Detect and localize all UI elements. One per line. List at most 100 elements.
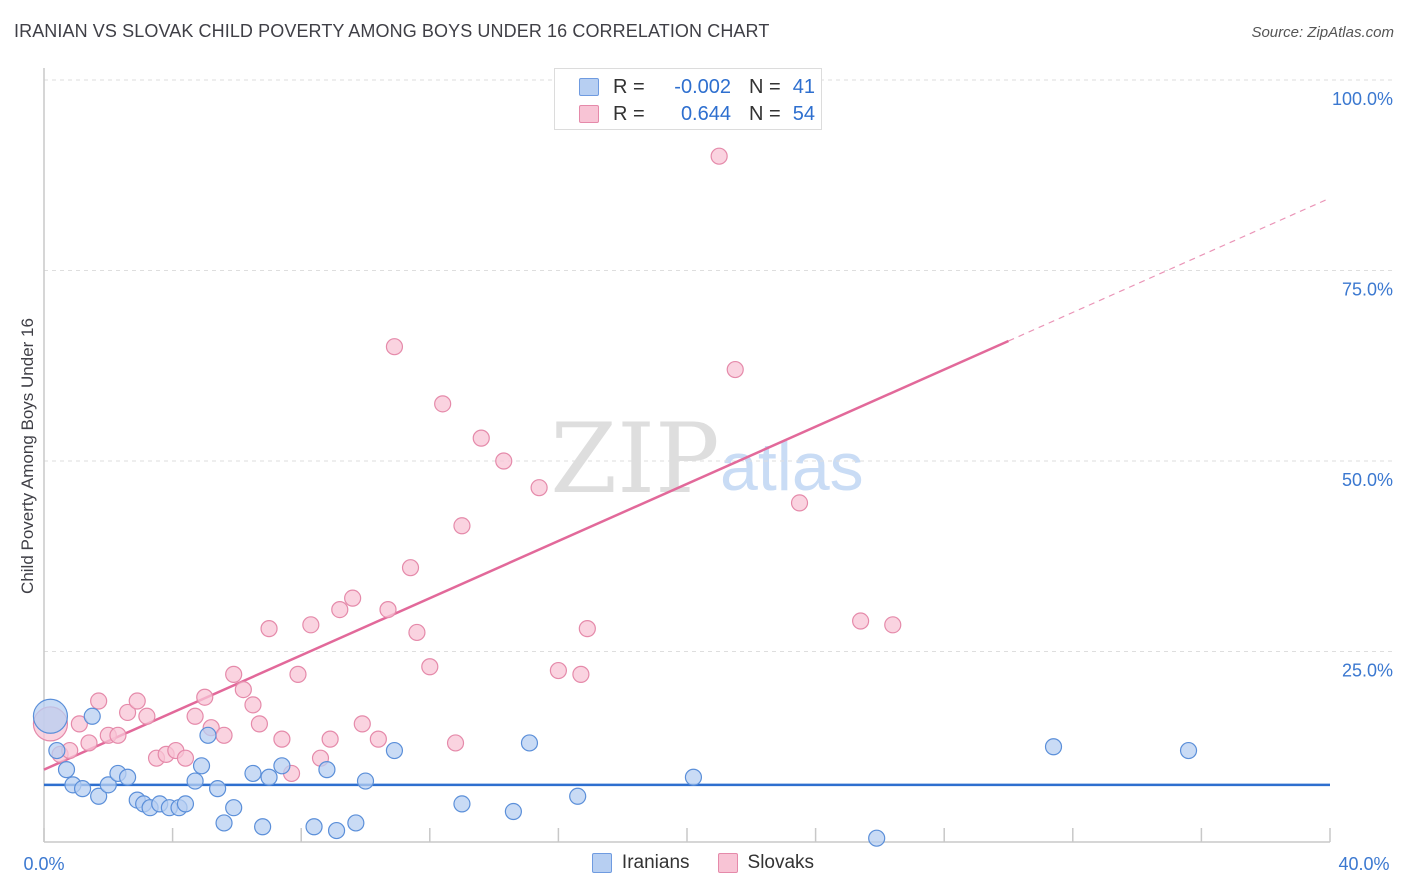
point-slovaks (790, 494, 809, 512)
series-legend-iranians: Iranians (591, 852, 690, 874)
point-slovaks (225, 665, 243, 683)
point-iranians (260, 768, 278, 786)
watermark-atlas: atlas (720, 429, 864, 505)
point-iranians (569, 787, 587, 805)
point-slovaks (446, 734, 465, 752)
point-iranians (273, 757, 291, 775)
point-iranians (99, 776, 117, 794)
point-slovaks (244, 696, 262, 714)
legend-n-value-slovaks: 54 (792, 102, 815, 125)
point-iranians (83, 707, 101, 725)
series-label-slovaks: Slovaks (747, 852, 815, 873)
legend-r-value-slovaks: 0.644 (680, 102, 731, 125)
legend-r-label: R = (613, 75, 645, 98)
point-iranians (1179, 741, 1198, 760)
point-slovaks (176, 749, 195, 767)
point-iranians (176, 795, 195, 813)
point-slovaks (80, 734, 98, 752)
series-label-iranians: Iranians (621, 852, 690, 873)
point-iranians (684, 768, 703, 786)
point-iranians (90, 787, 108, 805)
point-iranians (48, 741, 66, 760)
point-iranians (57, 761, 76, 779)
point-iranians (868, 829, 886, 847)
series-legend: Iranians Slovaks (0, 852, 1406, 874)
point-slovaks (196, 688, 214, 706)
point-iranians (32, 698, 69, 734)
point-slovaks (369, 730, 387, 748)
point-iranians (318, 761, 336, 779)
point-slovaks (186, 707, 204, 725)
point-iranians (192, 757, 211, 775)
trend-line-slovaks-projection (1008, 197, 1331, 342)
point-iranians (215, 814, 233, 832)
point-slovaks (109, 726, 127, 744)
legend-n-label: N = (749, 102, 781, 125)
point-slovaks (401, 559, 420, 577)
point-iranians (504, 802, 522, 821)
point-iranians (244, 764, 262, 783)
point-iranians (209, 780, 227, 798)
point-slovaks (453, 517, 471, 535)
point-iranians (327, 821, 346, 840)
point-slovaks (321, 730, 339, 748)
point-iranians (186, 772, 204, 790)
point-slovaks (530, 479, 548, 497)
correlation-legend: R = -0.002 N = 41 R = 0.644 N = 54 (554, 68, 822, 130)
y-tick-label: 75.0% (1342, 280, 1393, 300)
legend-n-value-iranians: 41 (792, 75, 815, 98)
series-swatch-iranians (591, 853, 612, 873)
point-slovaks (495, 452, 513, 470)
point-slovaks (578, 620, 596, 638)
point-iranians (199, 726, 217, 744)
series-swatch-slovaks (717, 853, 738, 873)
x-tick-label: 40.0% (1338, 854, 1389, 874)
point-slovaks (260, 620, 278, 638)
point-slovaks (273, 730, 291, 748)
point-slovaks (726, 360, 744, 379)
point-slovaks (385, 338, 404, 356)
trend-line-slovaks (43, 339, 1010, 771)
series-legend-slovaks: Slovaks (717, 852, 815, 874)
point-iranians (347, 814, 365, 832)
point-slovaks (472, 429, 490, 447)
point-iranians (254, 818, 272, 836)
point-iranians (1044, 738, 1063, 756)
point-iranians (225, 799, 243, 817)
legend-swatch-iranians (579, 78, 599, 96)
point-iranians (118, 768, 137, 786)
point-slovaks (379, 600, 397, 619)
legend-row-iranians: R = -0.002 N = 41 (579, 75, 815, 99)
point-slovaks (408, 623, 426, 642)
legend-row-slovaks: R = 0.644 N = 54 (579, 102, 815, 126)
point-slovaks (138, 707, 156, 725)
point-iranians (305, 818, 323, 836)
point-slovaks (421, 658, 439, 676)
legend-n-label: N = (749, 75, 781, 98)
point-iranians (385, 741, 404, 760)
point-slovaks (353, 715, 371, 733)
point-slovaks (884, 616, 902, 634)
point-slovaks (289, 665, 307, 683)
x-tick-label: 0.0% (23, 854, 64, 874)
watermark: ZIP atlas (550, 403, 863, 515)
legend-r-label: R = (613, 102, 645, 125)
y-tick-label: 100.0% (1332, 89, 1393, 109)
point-slovaks (128, 692, 146, 710)
point-slovaks (250, 715, 269, 733)
watermark-zip: ZIP (550, 403, 719, 515)
point-iranians (453, 795, 471, 813)
point-slovaks (344, 589, 362, 607)
grid-lines (44, 79, 1394, 652)
axis-ticks: 25.0% 50.0% 75.0% 100.0% 0.0% 40.0% (23, 89, 1393, 874)
point-slovaks (331, 600, 349, 619)
chart-title: IRANIAN VS SLOVAK CHILD POVERTY AMONG BO… (14, 21, 770, 41)
point-slovaks (434, 395, 452, 413)
legend-swatch-slovaks (579, 105, 599, 123)
point-slovaks (852, 612, 870, 630)
point-iranians (520, 734, 539, 752)
point-iranians (73, 780, 92, 798)
point-iranians (356, 772, 375, 790)
point-slovaks (234, 680, 252, 699)
